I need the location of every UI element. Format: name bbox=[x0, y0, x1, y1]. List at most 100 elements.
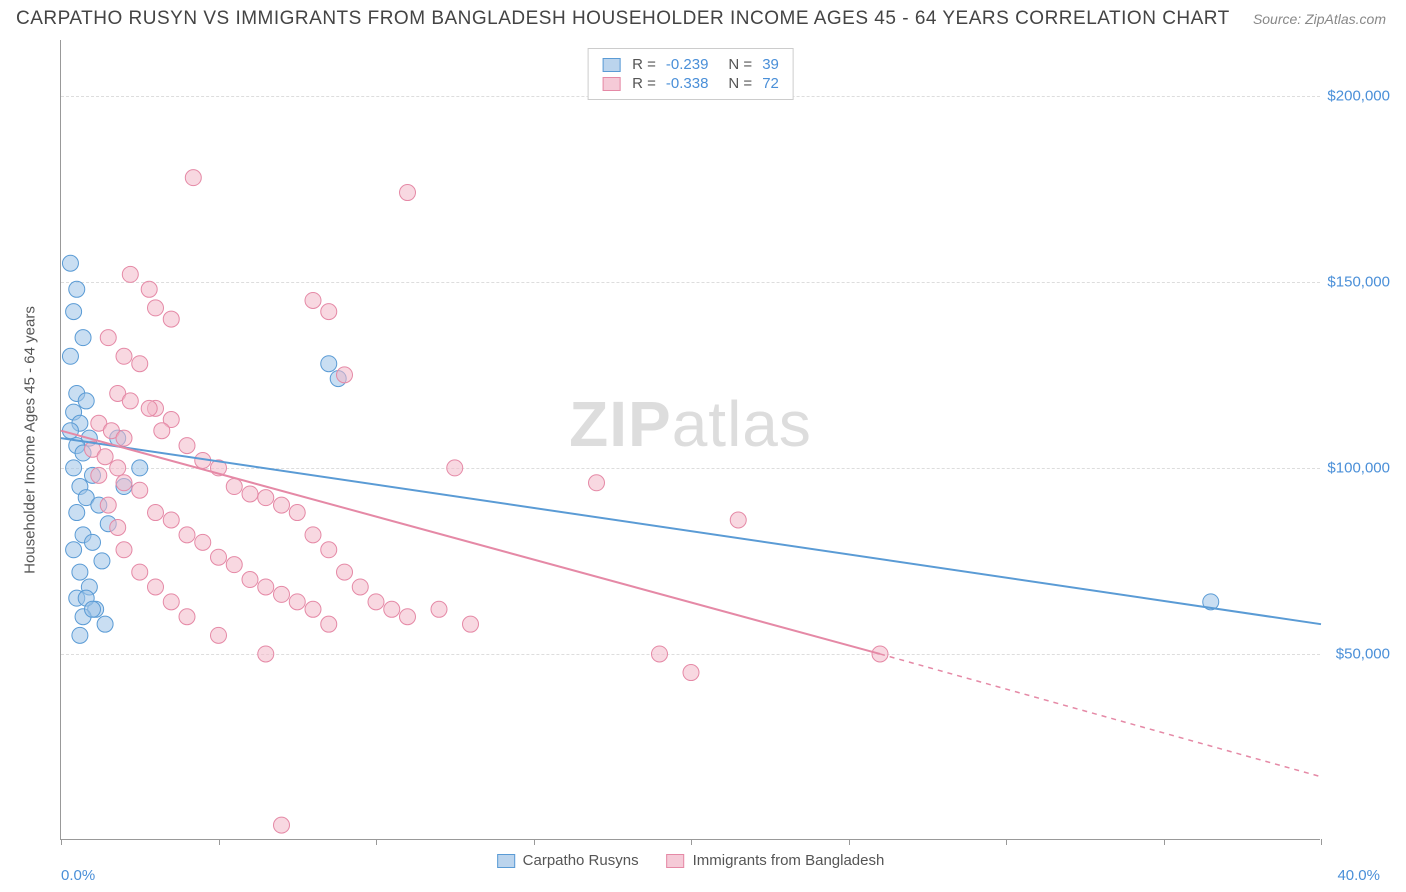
data-point bbox=[75, 330, 91, 346]
data-point bbox=[321, 616, 337, 632]
scatter-plot-svg bbox=[61, 40, 1320, 839]
data-point bbox=[274, 586, 290, 602]
chart-title: CARPATHO RUSYN VS IMMIGRANTS FROM BANGLA… bbox=[16, 8, 1230, 30]
source-attribution: Source: ZipAtlas.com bbox=[1253, 11, 1386, 27]
x-tick bbox=[1006, 839, 1007, 845]
swatch-pink bbox=[667, 854, 685, 868]
data-point bbox=[97, 616, 113, 632]
legend-item: Carpatho Rusyns bbox=[497, 852, 639, 869]
trend-line-extrapolated bbox=[880, 654, 1321, 777]
y-tick-label: $150,000 bbox=[1327, 273, 1390, 290]
data-point bbox=[384, 601, 400, 617]
data-point bbox=[72, 627, 88, 643]
data-point bbox=[163, 594, 179, 610]
x-tick bbox=[691, 839, 692, 845]
x-tick bbox=[219, 839, 220, 845]
data-point bbox=[94, 553, 110, 569]
data-point bbox=[141, 400, 157, 416]
data-point bbox=[122, 266, 138, 282]
data-point bbox=[78, 393, 94, 409]
data-point bbox=[69, 281, 85, 297]
data-point bbox=[211, 627, 227, 643]
data-point bbox=[116, 430, 132, 446]
data-point bbox=[116, 475, 132, 491]
data-point bbox=[226, 557, 242, 573]
y-tick-label: $100,000 bbox=[1327, 459, 1390, 476]
data-point bbox=[368, 594, 384, 610]
data-point bbox=[242, 572, 258, 588]
data-point bbox=[66, 542, 82, 558]
data-point bbox=[589, 475, 605, 491]
data-point bbox=[132, 460, 148, 476]
data-point bbox=[683, 665, 699, 681]
data-point bbox=[132, 356, 148, 372]
data-point bbox=[100, 497, 116, 513]
data-point bbox=[132, 564, 148, 580]
data-point bbox=[148, 579, 164, 595]
data-point bbox=[100, 330, 116, 346]
data-point bbox=[289, 505, 305, 521]
data-point bbox=[141, 281, 157, 297]
data-point bbox=[66, 460, 82, 476]
chart-header: CARPATHO RUSYN VS IMMIGRANTS FROM BANGLA… bbox=[0, 0, 1406, 34]
swatch-blue bbox=[602, 58, 620, 72]
data-point bbox=[179, 438, 195, 454]
y-tick-label: $50,000 bbox=[1336, 645, 1390, 662]
data-point bbox=[652, 646, 668, 662]
data-point bbox=[730, 512, 746, 528]
legend-item: Immigrants from Bangladesh bbox=[667, 852, 885, 869]
data-point bbox=[211, 549, 227, 565]
data-point bbox=[91, 467, 107, 483]
data-point bbox=[352, 579, 368, 595]
data-point bbox=[337, 564, 353, 580]
data-point bbox=[195, 534, 211, 550]
data-point bbox=[179, 609, 195, 625]
data-point bbox=[400, 185, 416, 201]
data-point bbox=[85, 534, 101, 550]
data-point bbox=[110, 460, 126, 476]
data-point bbox=[85, 601, 101, 617]
data-point bbox=[62, 348, 78, 364]
data-point bbox=[179, 527, 195, 543]
data-point bbox=[431, 601, 447, 617]
data-point bbox=[163, 512, 179, 528]
legend-row: R =-0.239 N =39 bbox=[602, 55, 779, 74]
data-point bbox=[242, 486, 258, 502]
x-max-label: 40.0% bbox=[1337, 867, 1380, 884]
series-legend: Carpatho Rusyns Immigrants from Banglade… bbox=[497, 852, 885, 869]
data-point bbox=[289, 594, 305, 610]
data-point bbox=[132, 482, 148, 498]
data-point bbox=[258, 646, 274, 662]
data-point bbox=[72, 564, 88, 580]
data-point bbox=[62, 423, 78, 439]
data-point bbox=[122, 393, 138, 409]
data-point bbox=[321, 356, 337, 372]
data-point bbox=[447, 460, 463, 476]
trend-line bbox=[61, 438, 1321, 624]
y-tick-label: $200,000 bbox=[1327, 87, 1390, 104]
data-point bbox=[154, 423, 170, 439]
data-point bbox=[148, 505, 164, 521]
chart-container: Householder Income Ages 45 - 64 years ZI… bbox=[60, 40, 1390, 840]
data-point bbox=[337, 367, 353, 383]
data-point bbox=[226, 479, 242, 495]
data-point bbox=[148, 300, 164, 316]
data-point bbox=[62, 255, 78, 271]
data-point bbox=[274, 497, 290, 513]
data-point bbox=[185, 170, 201, 186]
data-point bbox=[463, 616, 479, 632]
correlation-legend: R =-0.239 N =39 R =-0.338 N =72 bbox=[587, 48, 794, 100]
x-tick bbox=[849, 839, 850, 845]
x-tick bbox=[61, 839, 62, 845]
data-point bbox=[163, 311, 179, 327]
data-point bbox=[321, 542, 337, 558]
data-point bbox=[305, 601, 321, 617]
data-point bbox=[97, 449, 113, 465]
swatch-pink bbox=[602, 77, 620, 91]
data-point bbox=[321, 304, 337, 320]
data-point bbox=[69, 505, 85, 521]
x-tick bbox=[1164, 839, 1165, 845]
legend-row: R =-0.338 N =72 bbox=[602, 74, 779, 93]
data-point bbox=[400, 609, 416, 625]
x-tick bbox=[1321, 839, 1322, 845]
